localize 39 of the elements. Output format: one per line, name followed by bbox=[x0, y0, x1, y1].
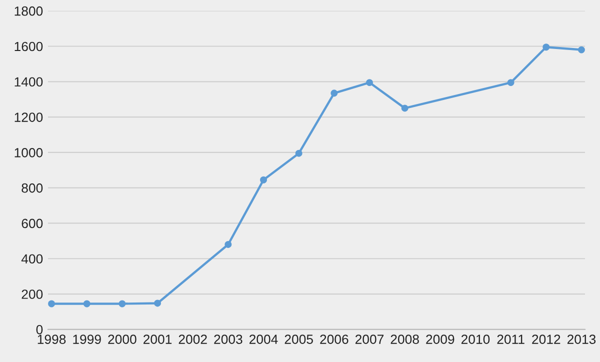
y-tick-label: 1000 bbox=[14, 148, 43, 158]
y-tick-label: 800 bbox=[22, 183, 43, 193]
point bbox=[118, 300, 126, 308]
x-tick-label: 2001 bbox=[144, 334, 172, 344]
x-tick-label: 2007 bbox=[355, 334, 384, 344]
y-tick-label: 1800 bbox=[14, 6, 43, 16]
x-tick-label: 2005 bbox=[284, 334, 313, 344]
x-tick-label: 2011 bbox=[497, 334, 524, 344]
x-tick-label: 2010 bbox=[461, 334, 490, 344]
point bbox=[507, 79, 514, 86]
y-tick-label: 1400 bbox=[14, 77, 43, 87]
y-tick-label: 600 bbox=[22, 218, 43, 228]
y-tick-label: 400 bbox=[21, 254, 43, 264]
x-tick-label: 1998 bbox=[38, 334, 66, 344]
y-tick-label: 0 bbox=[36, 324, 43, 334]
point bbox=[401, 104, 408, 112]
point bbox=[330, 90, 338, 97]
x-tick-label: 2013 bbox=[567, 334, 596, 344]
x-tick-label: 1999 bbox=[73, 334, 101, 344]
y-tick-label: 200 bbox=[22, 290, 43, 299]
point bbox=[83, 300, 90, 308]
x-tick-label: 2009 bbox=[426, 334, 454, 344]
point bbox=[154, 300, 161, 307]
x-tick-label: 2004 bbox=[249, 334, 278, 344]
y-tick-label: 1600 bbox=[14, 42, 43, 52]
x-tick-label: 2008 bbox=[390, 334, 419, 344]
point bbox=[578, 46, 585, 54]
point bbox=[48, 300, 56, 308]
point bbox=[542, 44, 550, 51]
point bbox=[295, 150, 302, 157]
x-tick-label: 2002 bbox=[178, 334, 207, 344]
point bbox=[224, 241, 232, 248]
point bbox=[260, 176, 267, 184]
x-tick-label: 2003 bbox=[214, 334, 242, 344]
y-tick-label: 1200 bbox=[14, 112, 43, 122]
point bbox=[366, 79, 373, 86]
x-tick-label: 2006 bbox=[320, 334, 348, 344]
x-tick-label: 2012 bbox=[532, 334, 560, 344]
x-tick-label: 2000 bbox=[108, 334, 136, 344]
